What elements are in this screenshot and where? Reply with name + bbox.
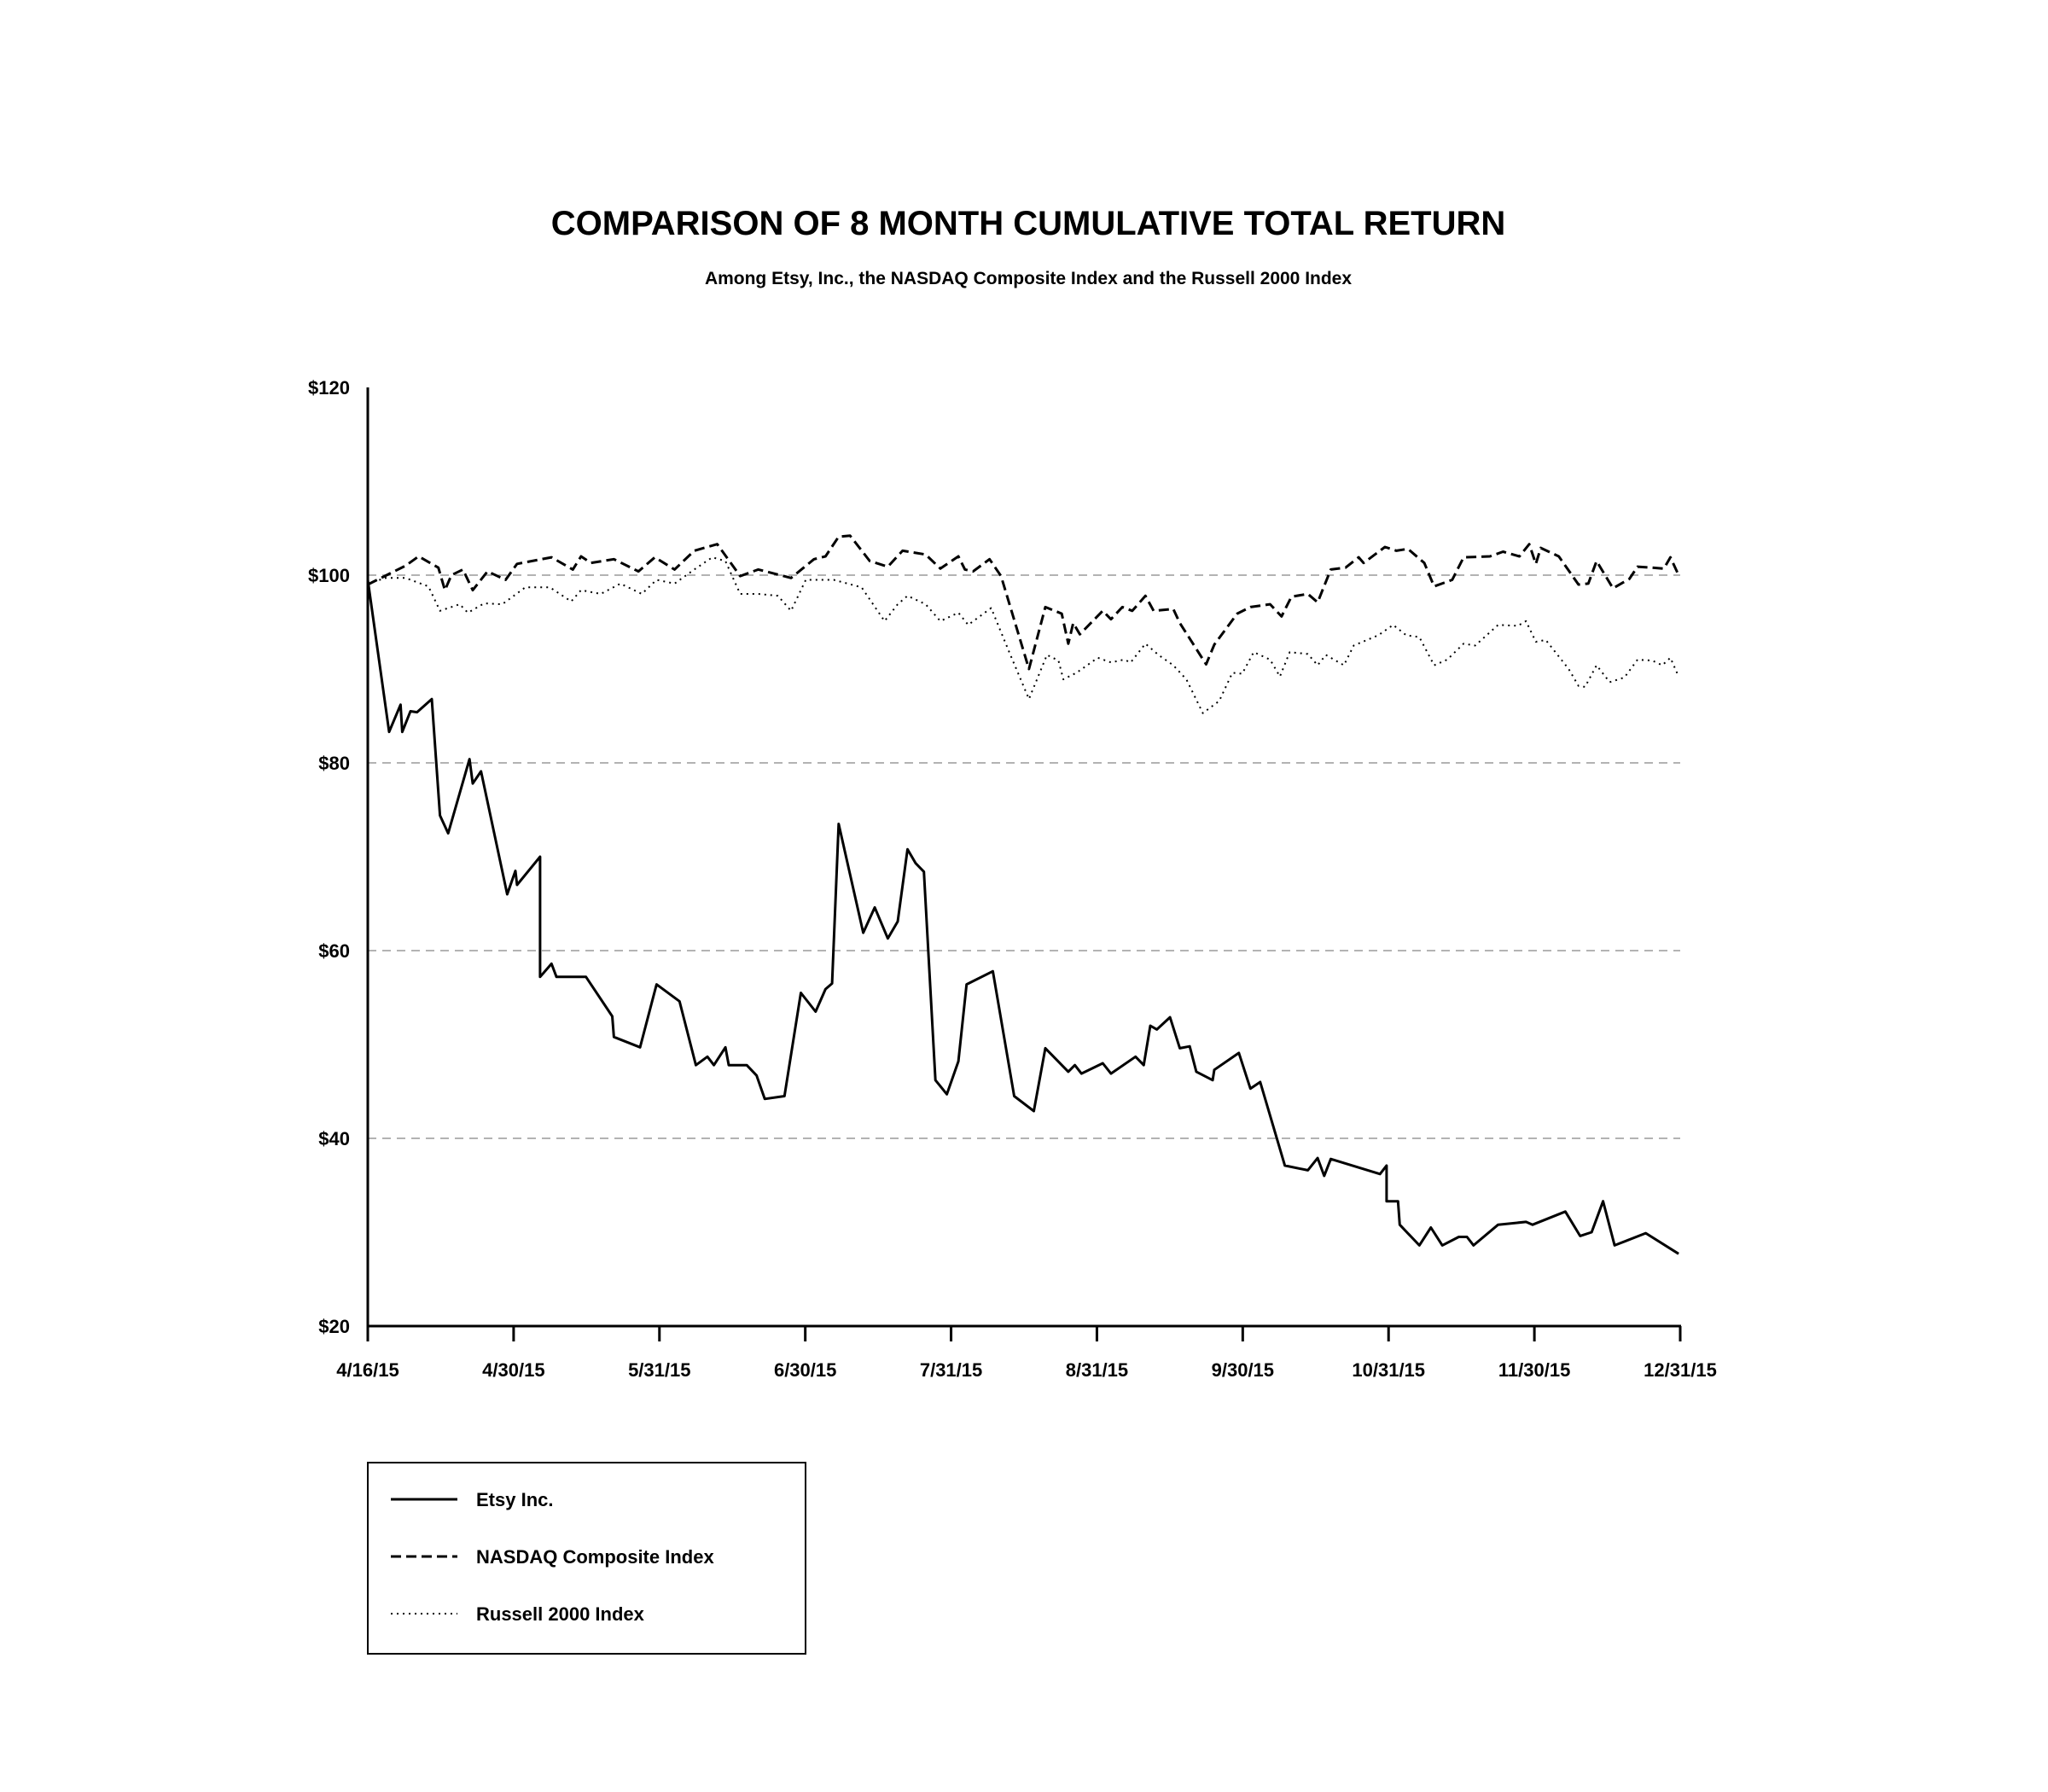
y-tick-label: $100: [308, 565, 350, 586]
series-line-1: [367, 534, 1680, 671]
y-tick-label: $120: [308, 377, 350, 399]
x-tick-label: 7/31/15: [920, 1359, 982, 1381]
x-tick-label: 6/30/15: [774, 1359, 836, 1381]
legend-label-1: NASDAQ Composite Index: [476, 1546, 714, 1568]
x-tick-label: 9/30/15: [1212, 1359, 1274, 1381]
chart-subtitle: Among Etsy, Inc., the NASDAQ Composite I…: [705, 269, 1352, 288]
x-tick-label: 4/16/15: [336, 1359, 399, 1381]
y-tick-label: $80: [318, 753, 350, 774]
legend-label-2: Russell 2000 Index: [476, 1603, 645, 1625]
y-tick-label: $40: [318, 1128, 350, 1149]
legend: Etsy Inc. NASDAQ Composite Index Russell 2…: [367, 1462, 806, 1655]
x-tick-label: 8/31/15: [1066, 1359, 1128, 1381]
y-tick-label: $20: [318, 1316, 350, 1337]
series-line-0: [366, 579, 1679, 1255]
legend-label-0: Etsy Inc.: [476, 1489, 553, 1510]
legend-box: [367, 1462, 806, 1655]
x-tick-label: 5/31/15: [628, 1359, 690, 1381]
series-line-2: [367, 556, 1680, 714]
x-tick-label: 10/31/15: [1352, 1359, 1425, 1381]
x-tick-label: 4/30/15: [482, 1359, 544, 1381]
x-tick-label: 12/31/15: [1644, 1359, 1717, 1381]
y-tick-label: $60: [318, 940, 350, 962]
x-tick-label: 11/30/15: [1498, 1359, 1570, 1381]
chart-title: COMPARISON OF 8 MONTH CUMULATIVE TOTAL R…: [551, 205, 1506, 242]
